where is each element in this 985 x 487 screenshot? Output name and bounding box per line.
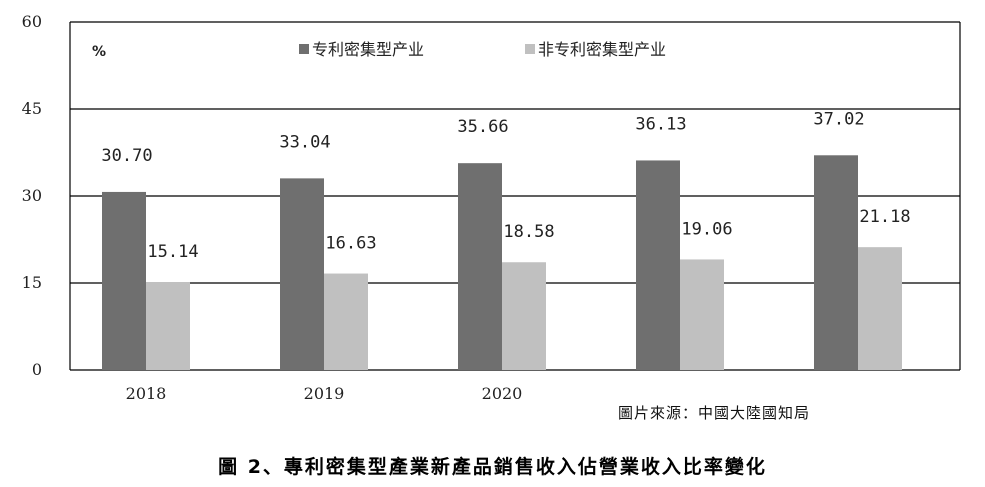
- bar-series-1: [814, 155, 858, 370]
- bar-series-1: [636, 160, 680, 370]
- data-label-series-1: 35.66: [457, 117, 508, 137]
- data-label-series-2: 16.63: [325, 234, 376, 254]
- bar-series-1: [102, 191, 146, 370]
- data-labels: 30.70 15.14 33.04 16.63 35.66 18.58 36.13 19.06…: [101, 109, 910, 262]
- bar-series-2: [502, 262, 546, 370]
- bar-series-1: [280, 178, 324, 370]
- grid-lines: [69, 21, 961, 371]
- bar-series-2: [680, 259, 724, 370]
- y-axis-ticks: 0 15 30 45 60: [22, 12, 42, 379]
- data-label-series-2: 21.18: [859, 207, 910, 227]
- bar-series-1: [458, 163, 502, 370]
- y-tick-label: 60: [22, 12, 42, 31]
- x-tick-label: 2020: [482, 384, 523, 403]
- data-label-series-2: 18.58: [503, 222, 554, 242]
- data-label-series-1: 30.70: [101, 146, 152, 166]
- source-note: 圖片來源：中國大陸國知局: [618, 404, 811, 422]
- legend-swatch-series-1: [299, 44, 309, 54]
- figure-caption: 圖 2、專利密集型產業新產品銷售收入佔營業收入比率變化: [218, 456, 767, 478]
- data-label-series-1: 37.02: [813, 109, 864, 129]
- data-label-series-2: 15.14: [147, 242, 198, 262]
- bar-series-2: [858, 247, 902, 370]
- y-tick-label: 45: [22, 99, 42, 118]
- data-label-series-1: 36.13: [635, 114, 686, 134]
- y-tick-label: 30: [22, 186, 42, 205]
- legend: 专利密集型产业 非专利密集型产业: [299, 40, 666, 59]
- y-tick-label: 15: [22, 273, 42, 292]
- legend-swatch-series-2: [525, 44, 535, 54]
- y-tick-label: 0: [32, 360, 42, 379]
- x-tick-label: 2019: [304, 384, 345, 403]
- legend-label-series-1: 专利密集型产业: [312, 40, 424, 59]
- x-tick-label: 2018: [126, 384, 167, 403]
- bar-series-2: [146, 282, 190, 370]
- x-axis-ticks: 2018 2019 2020: [126, 384, 523, 403]
- unit-label: %: [92, 44, 106, 60]
- data-label-series-2: 19.06: [681, 219, 732, 239]
- legend-label-series-2: 非专利密集型产业: [538, 40, 666, 59]
- bar-series-2: [324, 273, 368, 370]
- data-label-series-1: 33.04: [279, 132, 330, 152]
- bars: [102, 155, 902, 370]
